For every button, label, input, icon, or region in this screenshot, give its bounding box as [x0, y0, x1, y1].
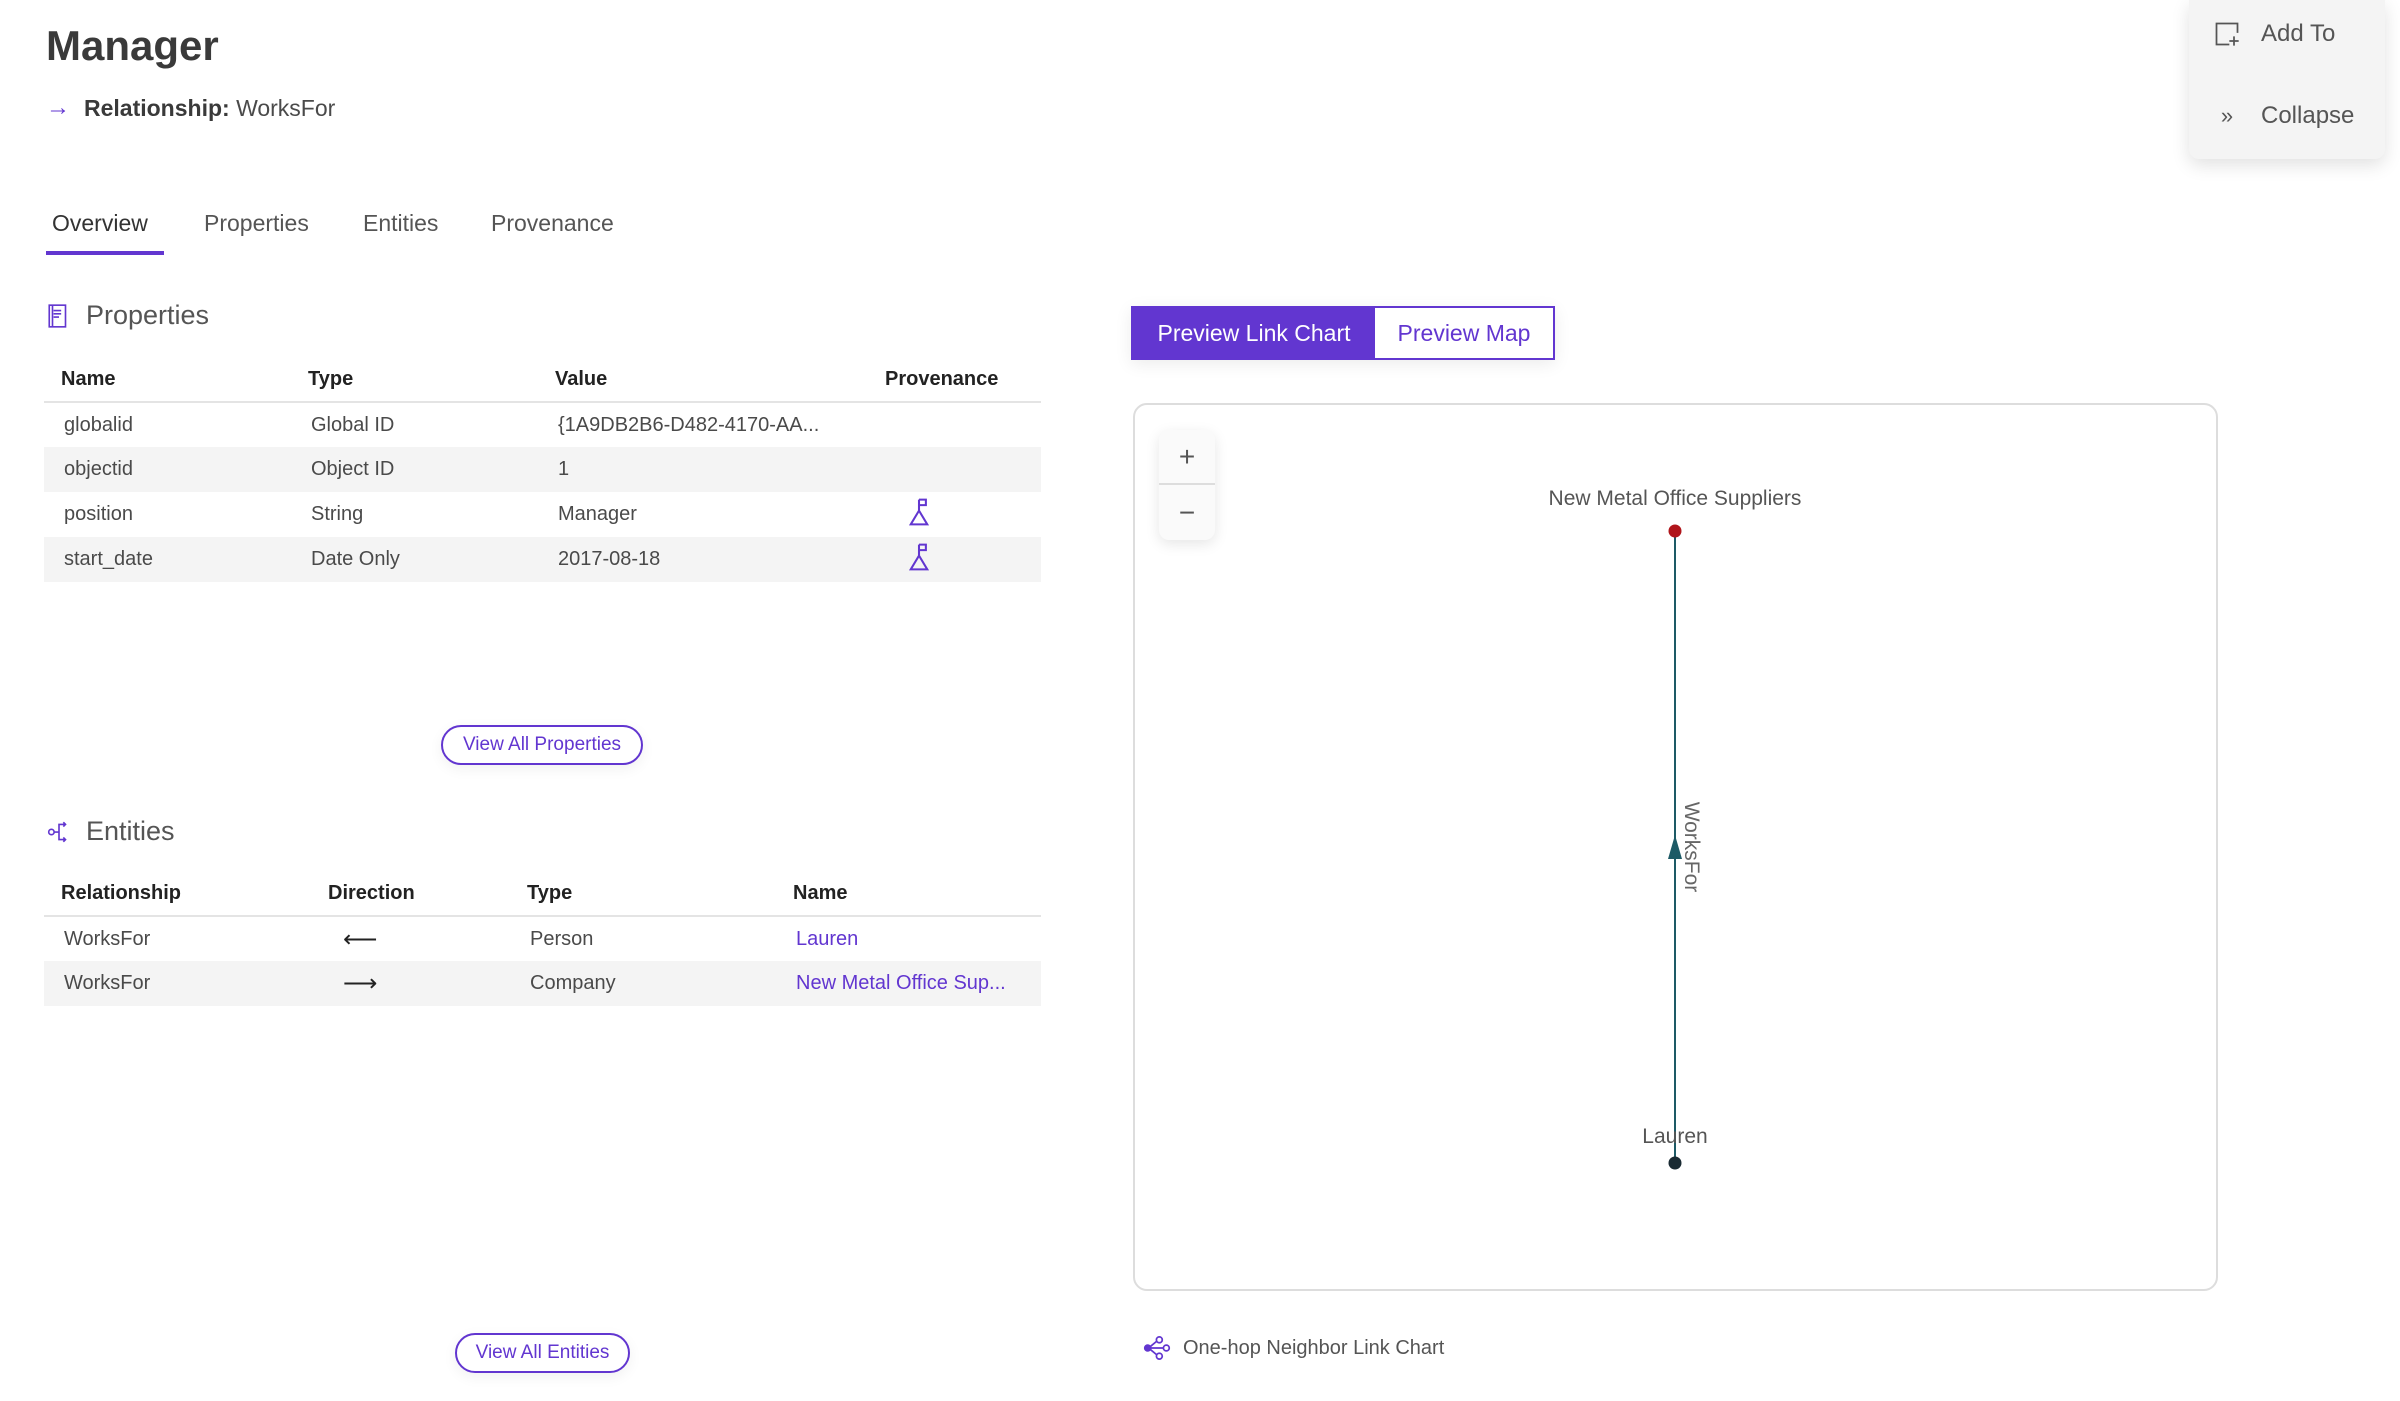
property-type: Object ID — [291, 447, 538, 492]
property-name: globalid — [64, 413, 133, 436]
col-type: Type — [291, 358, 538, 403]
direction-arrow-icon: ⟵ — [343, 925, 378, 953]
link-chart-icon — [1143, 1336, 1171, 1360]
col-provenance: Provenance — [868, 358, 1041, 403]
edge-arrow-icon — [1668, 835, 1682, 859]
relationship-label: Relationship: — [84, 94, 230, 121]
view-all-properties-button[interactable]: View All Properties — [441, 725, 643, 765]
entity-name-link[interactable]: Lauren — [796, 927, 859, 950]
entity-type: Company — [510, 961, 776, 1006]
node-company[interactable] — [1668, 524, 1682, 538]
side-action-panel: Add To » Collapse — [2189, 0, 2385, 159]
add-to-label: Add To — [2261, 20, 2336, 47]
tab-provenance[interactable]: Provenance — [491, 210, 614, 236]
property-name: objectid — [44, 447, 291, 492]
entity-type: Person — [530, 927, 594, 950]
properties-section-header: Properties — [46, 300, 209, 331]
property-name: position — [64, 503, 133, 525]
node-label-company: New Metal Office Suppliers — [1549, 487, 1802, 510]
col-value: Value — [538, 358, 868, 403]
provenance-icon[interactable] — [908, 543, 930, 576]
entity-relationship: WorksFor — [44, 961, 311, 1006]
col-type: Type — [510, 872, 776, 917]
property-name: start_date — [44, 537, 291, 582]
property-row[interactable]: position String Manager — [44, 492, 1041, 537]
entities-title: Entities — [86, 816, 175, 846]
direction-arrow-icon: ⟶ — [311, 961, 510, 1006]
tab-entities[interactable]: Entities — [363, 210, 439, 236]
property-value: 1 — [538, 447, 868, 492]
zoom-out-button[interactable]: − — [1178, 496, 1196, 528]
entity-row[interactable]: WorksFor ⟶ Company New Metal Office Sup.… — [44, 961, 1041, 1006]
col-direction: Direction — [311, 872, 510, 917]
entities-table: Relationship Direction Type Name WorksFo… — [44, 872, 1041, 1006]
entities-section-header: Entities — [46, 816, 175, 847]
collapse-label: Collapse — [2261, 102, 2355, 129]
property-row[interactable]: objectid Object ID 1 — [44, 447, 1041, 492]
zoom-in-button[interactable]: + — [1159, 430, 1215, 485]
col-name: Name — [44, 358, 291, 403]
footer-label: One-hop Neighbor Link Chart — [1183, 1336, 1445, 1359]
entity-row[interactable]: WorksFor ⟵ Person Lauren — [44, 916, 1041, 961]
tab-overview[interactable]: Overview — [52, 210, 148, 236]
properties-table: Name Type Value Provenance globalid Glob… — [44, 358, 1041, 582]
zoom-controls: + − — [1159, 430, 1215, 540]
provenance-icon[interactable] — [908, 498, 930, 531]
add-to-icon — [2215, 22, 2239, 46]
properties-title: Properties — [86, 300, 210, 330]
property-row[interactable]: globalid Global ID {1A9DB2B6-D482-4170-A… — [44, 402, 1041, 447]
preview-map-button[interactable]: Preview Map — [1375, 308, 1553, 358]
edge-label: WorksFor — [1680, 802, 1703, 893]
link-chart[interactable]: WorksFor New Metal Office Suppliers Laur… — [1133, 403, 2218, 1291]
add-to-button[interactable]: Add To — [2213, 20, 2335, 48]
collapse-button[interactable]: » Collapse — [2213, 102, 2355, 130]
property-type: Global ID — [311, 413, 395, 436]
node-label-person: Lauren — [1642, 1125, 1707, 1148]
col-name: Name — [776, 872, 1041, 917]
chart-footer: One-hop Neighbor Link Chart — [1143, 1334, 1444, 1362]
node-person[interactable] — [1668, 1156, 1682, 1170]
entities-icon — [47, 821, 67, 842]
entity-relationship: WorksFor — [64, 927, 151, 950]
property-row[interactable]: start_date Date Only 2017-08-18 — [44, 537, 1041, 582]
preview-toggle: Preview Link Chart Preview Map — [1131, 306, 1555, 360]
col-relationship: Relationship — [44, 872, 311, 917]
property-type: Date Only — [291, 537, 538, 582]
preview-link-chart-button[interactable]: Preview Link Chart — [1133, 308, 1375, 358]
page-title: Manager — [46, 22, 219, 69]
relationship-value: WorksFor — [236, 94, 336, 121]
entity-name-link[interactable]: New Metal Office Sup... — [776, 961, 1041, 1006]
chevrons-right-icon: » — [2220, 103, 2234, 128]
arrow-right-icon: → — [46, 94, 70, 121]
property-type: String — [311, 503, 364, 525]
property-value: 2017-08-18 — [538, 537, 868, 582]
property-value: {1A9DB2B6-D482-4170-AA... — [558, 413, 820, 436]
properties-icon — [48, 303, 67, 328]
tab-properties[interactable]: Properties — [204, 210, 309, 236]
active-tab-indicator — [46, 251, 164, 255]
link-chart-panel[interactable] — [1133, 403, 2218, 1291]
property-value: Manager — [558, 503, 637, 525]
view-all-entities-button[interactable]: View All Entities — [455, 1333, 630, 1373]
relationship-type: → Relationship: WorksFor — [46, 94, 335, 122]
